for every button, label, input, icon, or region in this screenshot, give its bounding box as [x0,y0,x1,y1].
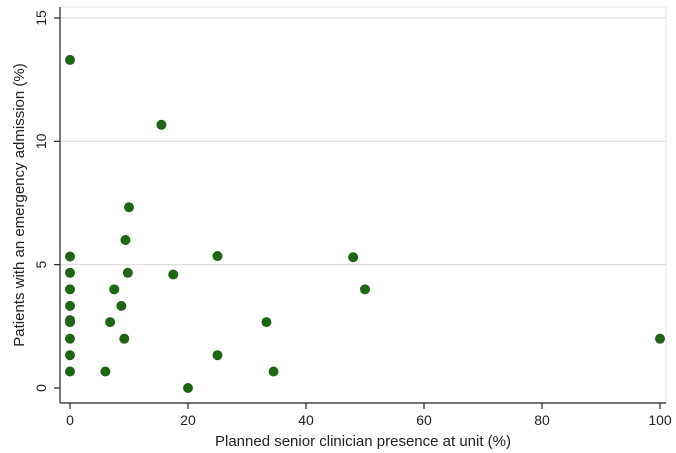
x-tick-label: 20 [180,412,196,428]
y-axis-title: Patients with an emergency admission (%) [11,63,28,346]
gridlines [60,17,666,266]
data-point [65,300,75,311]
data-point [268,366,279,377]
x-tick-label: 60 [416,412,432,428]
x-tick-label: 40 [298,412,314,428]
data-point [156,119,167,130]
data-point [348,252,359,263]
x-tick-label: 0 [66,412,74,428]
data-point [120,235,131,245]
data-point [119,333,130,344]
data-point [65,333,75,344]
y-tick-label: 15 [33,10,49,26]
data-point [261,317,272,328]
data-point [124,202,134,213]
data-point [65,284,75,295]
data-point [212,251,223,262]
data-point [109,284,120,295]
data-point [65,267,75,278]
data-point [655,333,665,344]
data-point [360,284,370,295]
data-point [100,366,111,377]
y-tick-label: 5 [33,261,49,269]
data-point [65,317,75,328]
y-tick-label: 10 [33,133,49,149]
data-point [183,383,193,393]
data-point [212,350,223,361]
plot-area [59,6,667,404]
y-tick-label: 0 [33,384,49,392]
x-tick-label: 80 [534,412,550,428]
data-point [116,300,127,311]
x-axis-title: Planned senior clinician presence at uni… [215,433,511,450]
data-point [168,269,179,280]
data-points [65,54,665,393]
x-tick-label: 100 [648,412,672,428]
data-point [105,317,116,328]
data-point [65,366,75,377]
data-point [65,251,75,262]
data-point [65,350,75,361]
axis-ticks: 0 5 10 15 0 20 40 60 80 100 [33,10,672,428]
data-point [122,267,133,278]
data-point [65,54,75,65]
